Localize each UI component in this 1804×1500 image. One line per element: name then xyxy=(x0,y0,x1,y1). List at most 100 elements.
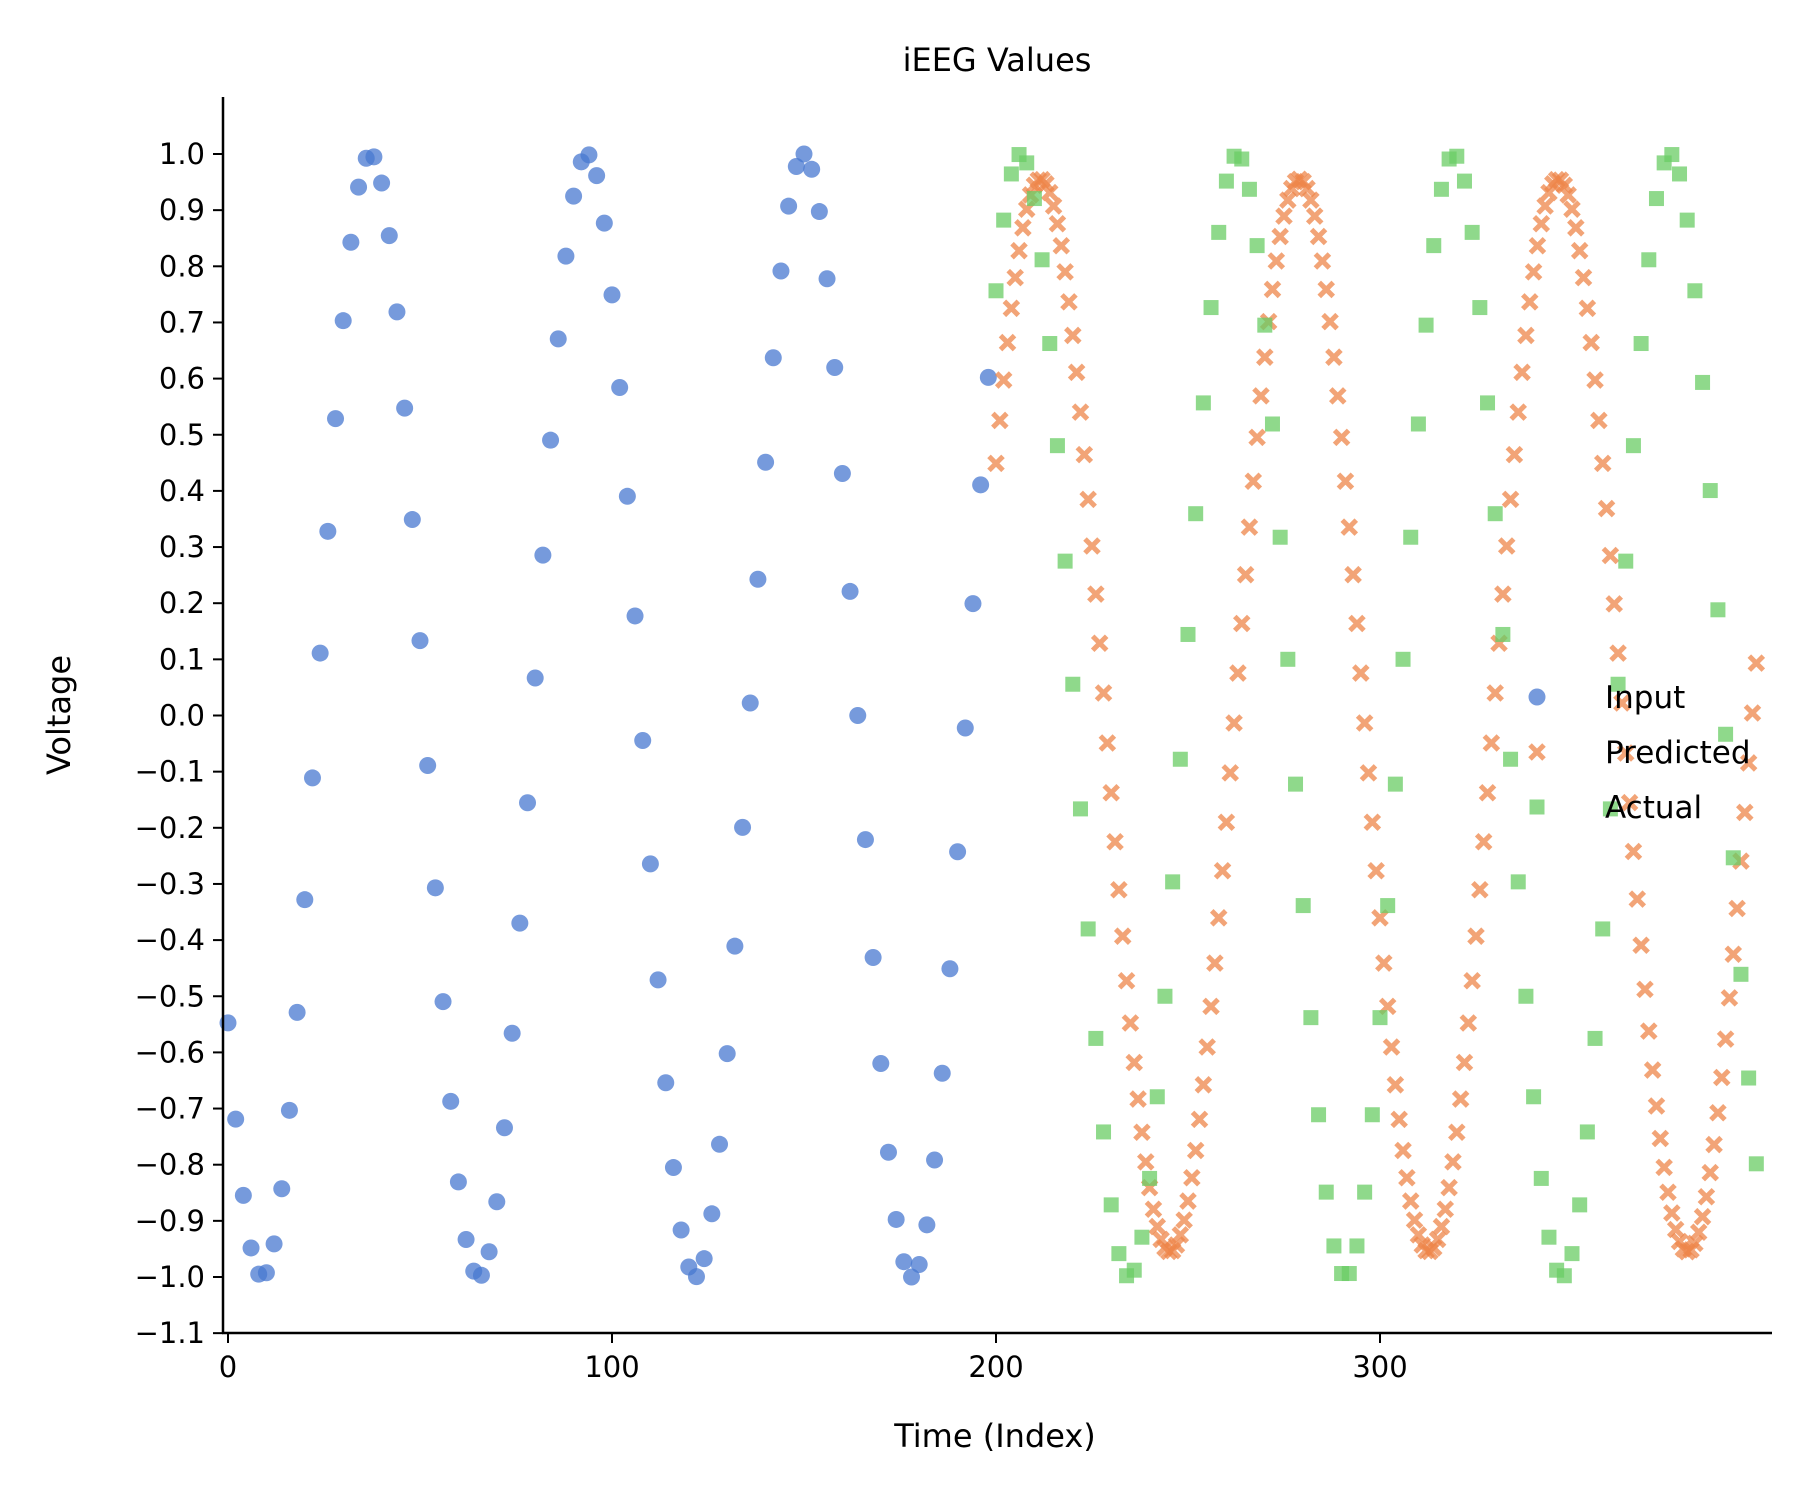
input-point xyxy=(810,203,828,221)
actual-point xyxy=(1280,651,1296,667)
predicted-point xyxy=(1689,1223,1708,1242)
input-point xyxy=(503,1024,521,1042)
predicted-point xyxy=(1398,1169,1416,1187)
y-tick-label: −0.9 xyxy=(135,1204,205,1238)
predicted-point xyxy=(1206,954,1224,972)
input-point xyxy=(472,1266,490,1284)
predicted-point xyxy=(1298,179,1316,198)
actual-point xyxy=(1096,1124,1112,1140)
predicted-point xyxy=(1209,909,1228,927)
input-point xyxy=(780,197,798,215)
predicted-point xyxy=(1014,219,1032,237)
actual-point xyxy=(1188,506,1204,522)
predicted-point xyxy=(1144,1200,1163,1218)
predicted-point xyxy=(1048,214,1067,233)
actual-point xyxy=(1272,529,1288,545)
actual-point xyxy=(1364,1107,1380,1123)
actual-point xyxy=(1579,1124,1595,1140)
predicted-point xyxy=(1616,744,1635,762)
predicted-point xyxy=(1601,546,1620,565)
predicted-point xyxy=(1344,565,1362,584)
actual-point xyxy=(1234,151,1250,167)
x-tick-label: 0 xyxy=(219,1350,237,1384)
predicted-point xyxy=(1079,490,1097,509)
predicted-point xyxy=(1693,1207,1712,1226)
y-axis-ticks: −1.1 −1.0 −0.9 −0.8 −0.7 −0.6 −0.5 −0.4 −0.3 −0.2… xyxy=(135,137,223,1350)
predicted-point xyxy=(1256,348,1274,366)
input-point xyxy=(879,1143,897,1161)
actual-point xyxy=(1487,506,1503,522)
actual-point xyxy=(1180,626,1196,642)
input-point xyxy=(411,632,429,650)
y-tick-label: 0.5 xyxy=(159,418,205,452)
actual-point xyxy=(1533,1170,1549,1186)
input-point xyxy=(849,707,867,724)
x-axis-title: Time (Index) xyxy=(893,1417,1096,1455)
predicted-point xyxy=(1352,664,1370,682)
actual-point xyxy=(1295,898,1311,914)
predicted-point xyxy=(1067,363,1086,382)
predicted-point xyxy=(1113,927,1132,945)
actual-point xyxy=(1664,147,1680,163)
predicted-point xyxy=(1044,197,1063,215)
predicted-point xyxy=(1340,518,1359,536)
predicted-point xyxy=(1686,1234,1704,1253)
actual-point xyxy=(1134,1229,1150,1245)
input-point xyxy=(979,368,997,386)
predicted-point xyxy=(1444,1153,1462,1171)
predicted-point xyxy=(1494,585,1512,603)
input-point xyxy=(303,769,321,787)
actual-point xyxy=(1065,676,1081,692)
y-tick-label: 0.2 xyxy=(159,586,205,620)
predicted-point xyxy=(1486,684,1504,702)
predicted-point xyxy=(1179,1192,1197,1210)
actual-point xyxy=(1672,166,1688,182)
input-point xyxy=(657,1074,675,1092)
input-point xyxy=(327,410,345,428)
legend-label: Input xyxy=(1605,680,1685,716)
actual-point xyxy=(1587,1030,1603,1046)
input-point xyxy=(718,1045,736,1063)
predicted-point xyxy=(1632,936,1650,955)
predicted-point xyxy=(1305,207,1324,225)
actual-point xyxy=(1042,336,1058,352)
predicted-point xyxy=(1010,241,1028,260)
predicted-point xyxy=(1248,428,1266,447)
predicted-point xyxy=(1640,1022,1658,1040)
predicted-point xyxy=(1382,1038,1401,1056)
predicted-point xyxy=(1006,268,1024,287)
input-point xyxy=(787,158,805,176)
predicted-point xyxy=(1467,927,1485,945)
input-point xyxy=(242,1239,260,1257)
input-point xyxy=(734,818,752,836)
input-point xyxy=(803,160,821,178)
input-point xyxy=(557,247,575,265)
actual-point xyxy=(1410,416,1426,432)
input-point xyxy=(703,1205,721,1223)
predicted-point xyxy=(1355,714,1374,732)
y-axis-title: Voltage xyxy=(40,655,78,775)
actual-point xyxy=(1572,1197,1588,1213)
predicted-point xyxy=(1532,214,1551,233)
input-point xyxy=(626,607,644,625)
input-point xyxy=(534,546,552,564)
predicted-point xyxy=(1436,1200,1455,1218)
input-point xyxy=(926,1151,944,1169)
predicted-point xyxy=(1040,183,1059,202)
actual-point xyxy=(1088,1030,1104,1046)
y-tick-label: 0.8 xyxy=(159,249,205,283)
actual-point xyxy=(1026,191,1042,207)
predicted-point xyxy=(1244,472,1263,490)
predicted-point xyxy=(1728,899,1746,918)
series-input xyxy=(219,145,997,1286)
y-tick-label: −1.1 xyxy=(135,1316,205,1350)
input-point xyxy=(234,1186,252,1204)
input-point xyxy=(826,359,844,377)
actual-point xyxy=(1595,921,1611,937)
input-point xyxy=(726,937,744,955)
predicted-point xyxy=(1056,263,1074,281)
input-point xyxy=(388,303,406,321)
predicted-point xyxy=(1186,1141,1205,1160)
predicted-point xyxy=(1336,472,1355,490)
predicted-point xyxy=(1052,237,1071,255)
